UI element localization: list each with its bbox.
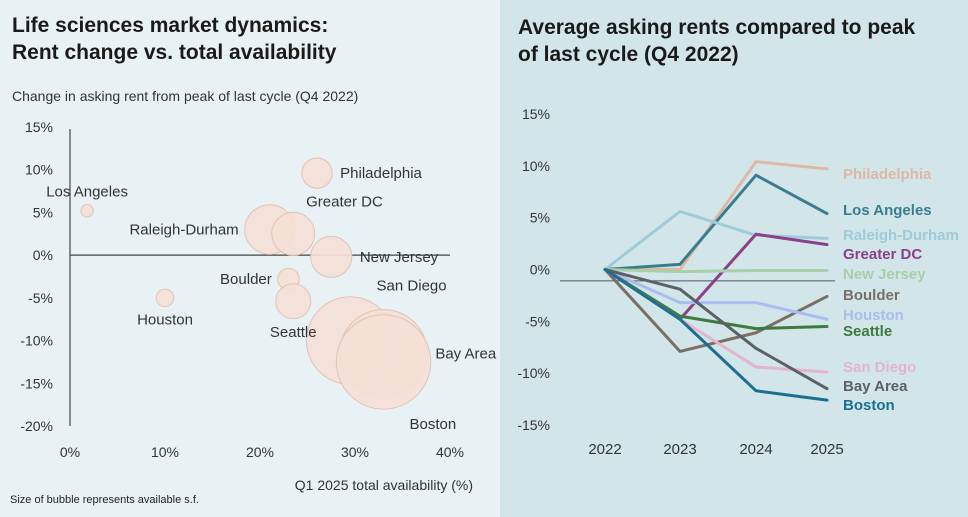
y-tick-label: 10% bbox=[522, 158, 550, 174]
bubble-label-bay-area: Bay Area bbox=[435, 345, 497, 362]
legend-label-bay-area: Bay Area bbox=[843, 378, 908, 395]
y-tick-label: -5% bbox=[525, 313, 550, 329]
legend-label-new-jersey: New Jersey bbox=[843, 266, 926, 283]
series-line-bay-area bbox=[603, 268, 829, 391]
x-tick-label: 2023 bbox=[663, 441, 696, 458]
y-tick-label: 10% bbox=[25, 162, 53, 178]
y-tick-label: -10% bbox=[20, 333, 53, 349]
bubble-philadelphia bbox=[301, 157, 333, 189]
legend-label-philadelphia: Philadelphia bbox=[843, 166, 932, 183]
bubble-label-philadelphia: Philadelphia bbox=[340, 165, 422, 182]
x-tick-label: 2022 bbox=[588, 441, 621, 458]
bubble-label-boston: Boston bbox=[409, 416, 456, 433]
legend-label-houston: Houston bbox=[843, 307, 904, 324]
series-line-philadelphia bbox=[603, 160, 829, 271]
legend-label-los-angeles: Los Angeles bbox=[843, 202, 932, 219]
bubble-label-houston: Houston bbox=[137, 312, 193, 329]
bubble-chart-panel: Life sciences market dynamics: Rent chan… bbox=[0, 0, 500, 517]
legend-label-seattle: Seattle bbox=[843, 323, 892, 340]
bubble-label-new-jersey: New Jersey bbox=[360, 249, 439, 266]
line-chart-title-line2: of last cycle (Q4 2022) bbox=[518, 43, 739, 66]
y-tick-label: -15% bbox=[20, 375, 53, 391]
bubble-chart-subtitle: Change in asking rent from peak of last … bbox=[12, 88, 359, 104]
bubble-chart-title-line1: Life sciences market dynamics: bbox=[12, 14, 329, 37]
bubble-size-note: Size of bubble represents available s.f. bbox=[10, 494, 199, 506]
x-tick-label: 40% bbox=[436, 444, 464, 460]
series-line-houston bbox=[603, 268, 829, 321]
series-line-boston bbox=[603, 268, 829, 402]
bubble-label-seattle: Seattle bbox=[270, 324, 317, 341]
bubble-boston bbox=[335, 314, 432, 410]
bubble-greater-dc bbox=[271, 211, 316, 256]
bubble-label-boulder: Boulder bbox=[220, 271, 272, 288]
y-tick-label: 15% bbox=[522, 106, 550, 122]
line-chart-title-line1: Average asking rents compared to peak bbox=[518, 16, 916, 39]
bubble-los-angeles bbox=[80, 204, 94, 218]
x-tick-label: 20% bbox=[246, 444, 274, 460]
bubble-new-jersey bbox=[310, 235, 353, 278]
bubble-chart-title-line2: Rent change vs. total availability bbox=[12, 41, 337, 64]
bubble-label-raleigh-durham: Raleigh-Durham bbox=[129, 222, 238, 239]
line-chart: 15% 10% 5% 0% -5% -10% -15% 2022 2023 2024 2025 Phi… bbox=[517, 106, 959, 458]
y-tick-label: 15% bbox=[25, 119, 53, 135]
y-tick-label: 5% bbox=[530, 210, 550, 226]
bubble-chart: 15% 10% 5% 0% -5% -10% -15% -20% 0% 10% 20% 30% 40% Q… bbox=[20, 119, 497, 493]
x-tick-label: 30% bbox=[341, 444, 369, 460]
bubble-label-los-angeles: Los Angeles bbox=[46, 184, 128, 201]
y-tick-label: -20% bbox=[20, 418, 53, 434]
series-line-raleigh-durham bbox=[603, 209, 829, 271]
y-tick-label: 0% bbox=[530, 262, 550, 278]
legend-label-boulder: Boulder bbox=[843, 287, 900, 304]
y-tick-label: -5% bbox=[28, 290, 53, 306]
bubble-label-san-diego: San Diego bbox=[377, 278, 447, 295]
x-tick-label: 2024 bbox=[739, 441, 772, 458]
x-tick-label: 10% bbox=[151, 444, 179, 460]
legend-label-boston: Boston bbox=[843, 397, 895, 414]
x-axis-title: Q1 2025 total availability (%) bbox=[295, 477, 473, 493]
bubble-seattle bbox=[275, 283, 312, 320]
x-tick-label: 2025 bbox=[810, 441, 843, 458]
y-tick-label: -10% bbox=[517, 365, 550, 381]
y-tick-label: 5% bbox=[33, 204, 53, 220]
legend-label-san-diego: San Diego bbox=[843, 359, 916, 376]
bubble-label-greater-dc: Greater DC bbox=[306, 193, 383, 210]
legend-label-greater-dc: Greater DC bbox=[843, 246, 922, 263]
x-tick-label: 0% bbox=[60, 444, 80, 460]
y-tick-label: -15% bbox=[517, 417, 550, 433]
series-line-los-angeles bbox=[603, 173, 829, 271]
legend-label-raleigh-durham: Raleigh-Durham bbox=[843, 227, 959, 244]
bubble-houston bbox=[155, 288, 175, 308]
series-line-new-jersey bbox=[603, 268, 829, 274]
y-tick-label: 0% bbox=[33, 247, 53, 263]
